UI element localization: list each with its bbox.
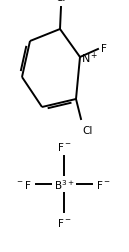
Text: Cl: Cl	[56, 0, 66, 3]
Text: F: F	[101, 44, 107, 54]
Text: F$^-$: F$^-$	[96, 178, 111, 190]
Text: N$^+$: N$^+$	[81, 50, 99, 65]
Text: $^-$F: $^-$F	[15, 178, 32, 190]
Text: Cl: Cl	[82, 125, 92, 136]
Text: F$^-$: F$^-$	[57, 140, 71, 152]
Text: F$^-$: F$^-$	[57, 216, 71, 228]
Text: B$^{3+}$: B$^{3+}$	[54, 177, 74, 191]
